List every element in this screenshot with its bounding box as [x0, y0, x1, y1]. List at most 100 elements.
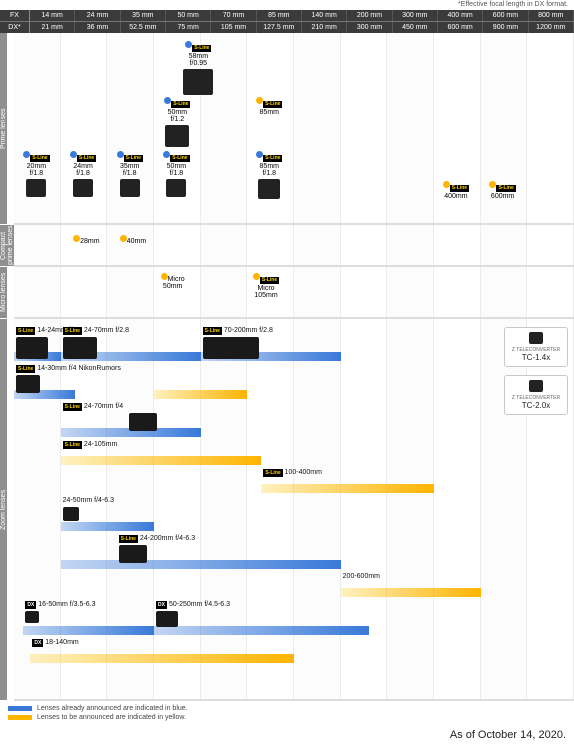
lens-image [156, 611, 178, 627]
zoom-lens-label: S-Line 70-200mm f/2.8 [203, 327, 273, 336]
zoom-range-bar [61, 560, 341, 569]
prime-lens: S-Line85mm [248, 97, 290, 116]
category-label: Zoom lenses [0, 319, 7, 701]
zoom-range-bar [30, 654, 294, 663]
sline-badge: S-Line [450, 185, 469, 192]
status-dot-icon [163, 151, 170, 158]
section-micro-lenses: Micro50mmS-LineMicro105mm [14, 267, 574, 319]
header-cell: 200 mm [347, 10, 392, 21]
sline-badge: S-Line [260, 277, 279, 284]
lens-label: 35mmf/1.8 [120, 163, 139, 177]
status-dot-icon [23, 151, 30, 158]
prime-lens: S-Line24mmf/1.8 [62, 151, 104, 197]
prime-lens: S-LineMicro105mm [245, 273, 287, 299]
sline-badge: S-Line [263, 101, 282, 108]
status-dot-icon [489, 181, 496, 188]
prime-lens: S-Line50mmf/1.8 [155, 151, 197, 197]
prime-lens: S-Line58mmf/0.95 [177, 41, 219, 95]
prime-lens: S-Line50mmf/1.2 [156, 97, 198, 147]
prime-lens: S-Line20mmf/1.8 [15, 151, 57, 197]
legend: Lenses already announced are indicated i… [0, 701, 574, 725]
status-dot-icon [253, 273, 260, 280]
teleconverter-card: Z TELECONVERTERTC-1.4x [504, 327, 568, 367]
focal-length-header: FX14 mm24 mm35 mm50 mm70 mm85 mm140 mm20… [0, 10, 574, 33]
zoom-lens-label: 200-600mm [343, 573, 380, 580]
header-cell: 140 mm [302, 10, 347, 21]
zoom-lens-label: DX50-250mm f/4.5-6.3 [156, 601, 230, 609]
lens-image [63, 507, 79, 521]
plot-area: S-Line58mmf/0.95S-Line50mmf/1.2S-Line85m… [14, 33, 574, 701]
sline-badge: S-Line [16, 365, 35, 373]
dx-badge: DX [156, 601, 167, 609]
lens-label: 85mmf/1.8 [260, 163, 279, 177]
header-row-label: DX* [0, 22, 30, 33]
zoom-range-bar [154, 626, 369, 635]
teleconverter-name: TC-1.4x [522, 353, 550, 362]
status-dot-icon [256, 97, 263, 104]
zoom-lens-label: S-Line 24-105mm [63, 441, 118, 450]
sline-badge: S-Line [77, 155, 96, 162]
header-cell: 210 mm [302, 22, 347, 33]
prime-lens: S-Line85mmf/1.8 [248, 151, 290, 199]
category-label: Micro lenses [0, 267, 7, 319]
prime-lens: S-Line400mm [435, 181, 477, 200]
teleconverter-image [529, 332, 543, 344]
sline-badge: S-Line [263, 155, 282, 162]
prime-lens: 28mm [65, 235, 107, 245]
legend-row: Lenses already announced are indicated i… [8, 705, 566, 712]
lens-image [203, 337, 259, 359]
header-cell: 1200 mm [529, 22, 574, 33]
sline-badge: S-Line [30, 155, 49, 162]
lens-image [120, 179, 140, 197]
sline-badge: S-Line [170, 155, 189, 162]
zoom-lens-label: DX16-50mm f/3.5-6.3 [25, 601, 95, 609]
lens-label: 24mmf/1.8 [73, 163, 92, 177]
dx-badge: DX [25, 601, 36, 609]
lens-label: 28mm [80, 238, 99, 245]
zoom-range-bar [61, 522, 154, 531]
lens-label: 20mmf/1.8 [27, 163, 46, 177]
header-cell: 127.5 mm [257, 22, 302, 33]
zoom-range-bar [261, 484, 434, 493]
header-cell: 800 mm [529, 10, 574, 21]
status-dot-icon [256, 151, 263, 158]
lens-label: Micro105mm [254, 285, 277, 299]
zoom-range-bar [341, 588, 481, 597]
zoom-lens-label: S-Line 100-400mm [263, 469, 322, 478]
category-sidebar: Prime lensesCompact prime lensesMicro le… [0, 33, 14, 701]
lens-roadmap-chart: *Effective focal length in DX format. FX… [0, 0, 574, 747]
zoom-lens-label: S-Line 24-70mm f/4 [63, 403, 124, 412]
prime-lens: S-Line600mm [482, 181, 524, 200]
legend-text: Lenses to be announced are indicated in … [37, 714, 186, 721]
lens-label: 400mm [444, 193, 467, 200]
status-dot-icon [185, 41, 192, 48]
zoom-lens-label: S-Line 24-70mm f/2.8 [63, 327, 129, 336]
lens-label: 85mm [260, 109, 279, 116]
lens-image [25, 611, 39, 623]
lens-image [16, 375, 40, 393]
teleconverter-name: TC-2.0x [522, 401, 550, 410]
prime-lens: 40mm [112, 235, 154, 245]
status-dot-icon [161, 273, 168, 280]
header-cell: 300 mm [393, 10, 438, 21]
zoom-range-bar [61, 456, 262, 465]
zoom-lens-label: S-Line 14-30mm f/4 NikonRumors [16, 365, 121, 374]
lens-image [165, 125, 189, 147]
legend-swatch [8, 715, 32, 720]
header-cell: 600 mm [483, 10, 528, 21]
status-dot-icon [164, 97, 171, 104]
section-zoom-lenses: S-Line 14-24mm f/2.8S-Line 24-70mm f/2.8… [14, 319, 574, 701]
header-cell: 300 mm [347, 22, 392, 33]
lens-image [26, 179, 46, 197]
header-cell: 85 mm [257, 10, 302, 21]
legend-swatch [8, 706, 32, 711]
zoom-lens-label: 24-50mm f/4-6.3 [63, 497, 114, 504]
lens-label: 50mmf/1.2 [168, 109, 187, 123]
header-cell: 75 mm [166, 22, 211, 33]
header-cell: 52.5 mm [121, 22, 166, 33]
lens-label: 50mmf/1.8 [167, 163, 186, 177]
header-cell: 400 mm [438, 10, 483, 21]
status-dot-icon [120, 235, 127, 242]
header-cell: 24 mm [75, 10, 120, 21]
sline-badge: S-Line [63, 403, 82, 411]
